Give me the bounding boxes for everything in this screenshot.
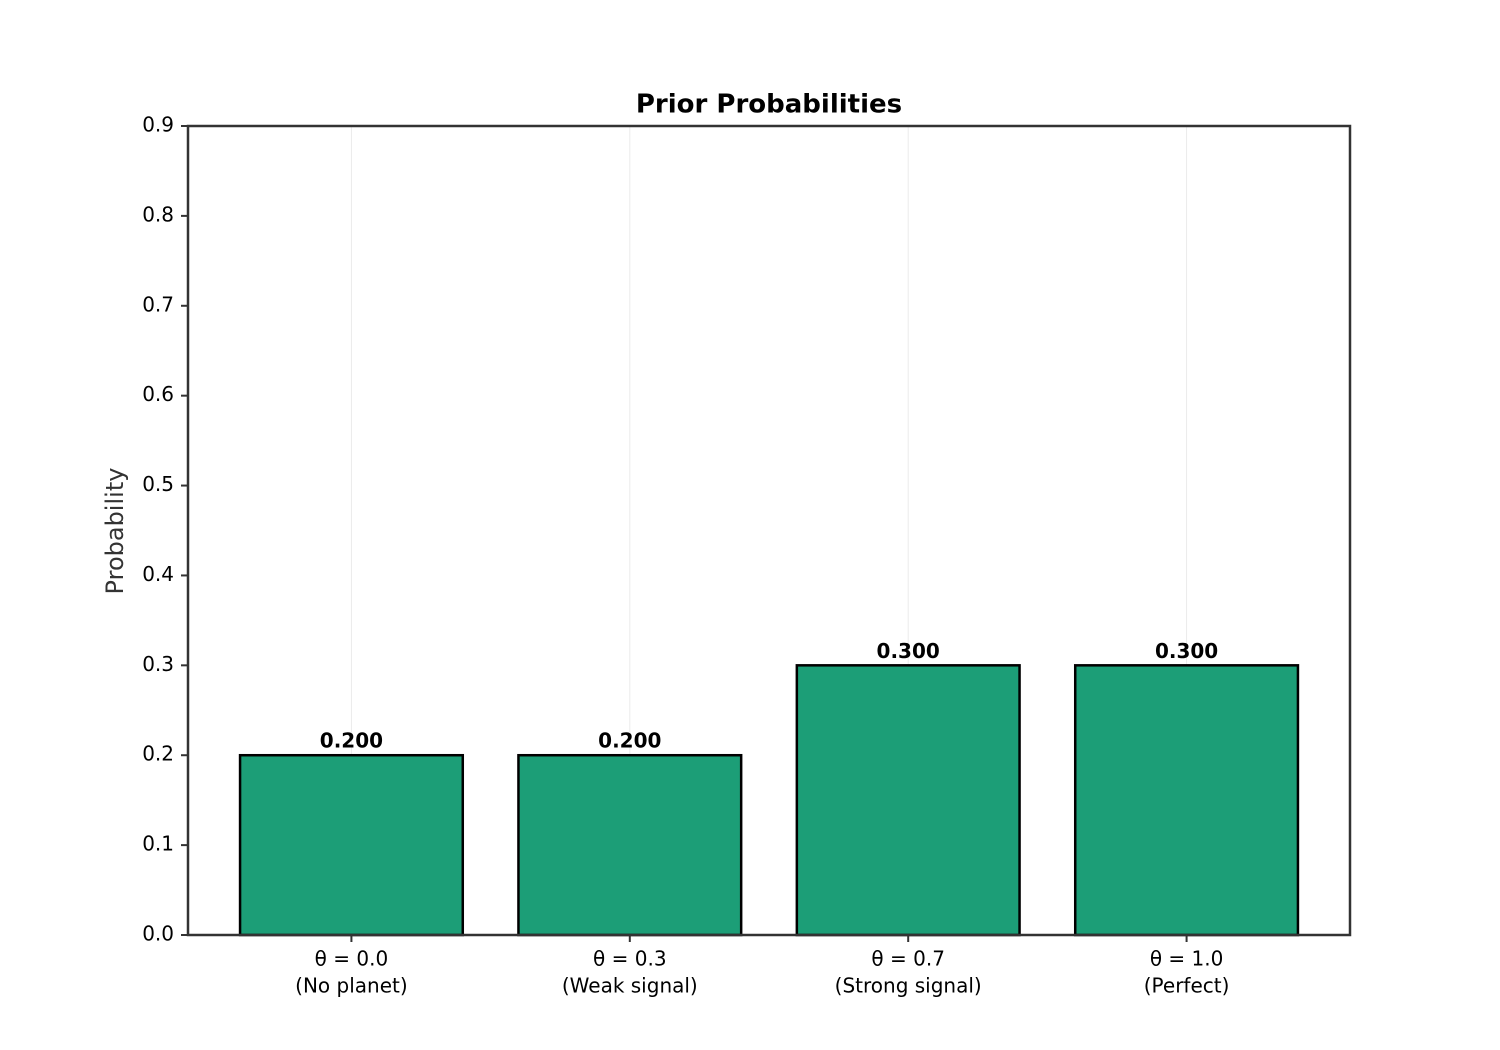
- x-tick-label: (Weak signal): [562, 974, 698, 998]
- y-tick-label: 0.9: [142, 113, 174, 137]
- x-tick-label: θ = 1.0: [1150, 947, 1224, 971]
- value-label: 0.300: [877, 639, 940, 663]
- x-tick-label: θ = 0.3: [593, 947, 667, 971]
- value-label: 0.200: [320, 729, 383, 753]
- y-tick-label: 0.3: [142, 652, 174, 676]
- chart-title: Prior Probabilities: [636, 90, 902, 120]
- x-tick-label: (Strong signal): [835, 974, 982, 998]
- bar: [517, 753, 743, 937]
- value-label: 0.200: [598, 729, 661, 753]
- y-tick-label: 0.8: [142, 202, 174, 226]
- y-tick-label: 0.5: [142, 472, 174, 496]
- bar: [1073, 664, 1300, 937]
- y-tick-label: 0.7: [142, 292, 174, 316]
- bar: [238, 753, 465, 937]
- value-label: 0.300: [1155, 639, 1218, 663]
- x-tick-label: θ = 0.0: [315, 947, 389, 971]
- x-tick-label: θ = 0.7: [871, 947, 945, 971]
- y-tick-label: 0.0: [142, 922, 174, 946]
- bar: [795, 664, 1021, 937]
- plot-frame: [186, 124, 1352, 937]
- y-tick-label: 0.1: [142, 832, 174, 856]
- y-tick-label: 0.6: [142, 382, 174, 406]
- x-tick-label: (No planet): [295, 974, 408, 998]
- x-tick-label: (Perfect): [1144, 974, 1230, 998]
- y-tick-label: 0.4: [142, 562, 174, 586]
- y-tick-label: 0.2: [142, 742, 174, 766]
- y-axis-label: Probability: [101, 468, 129, 595]
